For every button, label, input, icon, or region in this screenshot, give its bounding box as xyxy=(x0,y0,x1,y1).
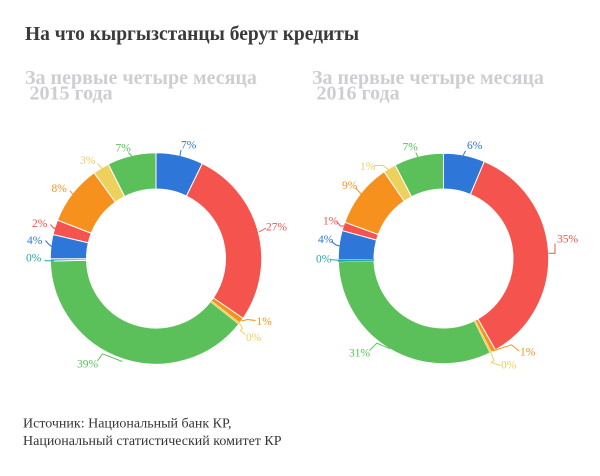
svg-text:0%: 0% xyxy=(246,332,262,344)
svg-text:9%: 9% xyxy=(342,180,358,192)
svg-text:2015 года: 2015 года xyxy=(30,83,113,105)
svg-text:0%: 0% xyxy=(316,254,332,266)
svg-text:2%: 2% xyxy=(32,218,48,230)
svg-text:0%: 0% xyxy=(26,253,42,265)
svg-text:8%: 8% xyxy=(52,183,68,195)
svg-text:31%: 31% xyxy=(349,348,371,360)
svg-text:1%: 1% xyxy=(360,161,376,173)
svg-text:3%: 3% xyxy=(80,155,96,167)
svg-text:1%: 1% xyxy=(323,216,339,228)
svg-text:0%: 0% xyxy=(501,360,517,372)
svg-text:7%: 7% xyxy=(181,139,197,151)
svg-text:27%: 27% xyxy=(266,222,288,234)
svg-text:7%: 7% xyxy=(116,143,132,155)
svg-text:За первые четыре месяца: За первые четыре месяца xyxy=(312,67,544,89)
svg-text:4%: 4% xyxy=(27,235,43,247)
svg-text:За первые четыре месяца: За первые четыре месяца xyxy=(25,67,257,89)
svg-text:Источник: Национальный банк КР: Источник: Национальный банк КР, xyxy=(23,417,232,432)
svg-text:2016 года: 2016 года xyxy=(317,83,400,105)
svg-text:1%: 1% xyxy=(520,347,536,359)
svg-text:6%: 6% xyxy=(467,140,483,152)
svg-text:1%: 1% xyxy=(257,316,273,328)
svg-text:35%: 35% xyxy=(557,234,579,246)
svg-text:4%: 4% xyxy=(318,234,334,246)
svg-text:39%: 39% xyxy=(77,359,99,371)
svg-text:На что кыргызстанцы берут кред: На что кыргызстанцы берут кредиты xyxy=(25,24,359,45)
svg-text:Национальный статистический ко: Национальный статистический комитет КР xyxy=(23,434,282,449)
svg-text:7%: 7% xyxy=(403,142,419,154)
